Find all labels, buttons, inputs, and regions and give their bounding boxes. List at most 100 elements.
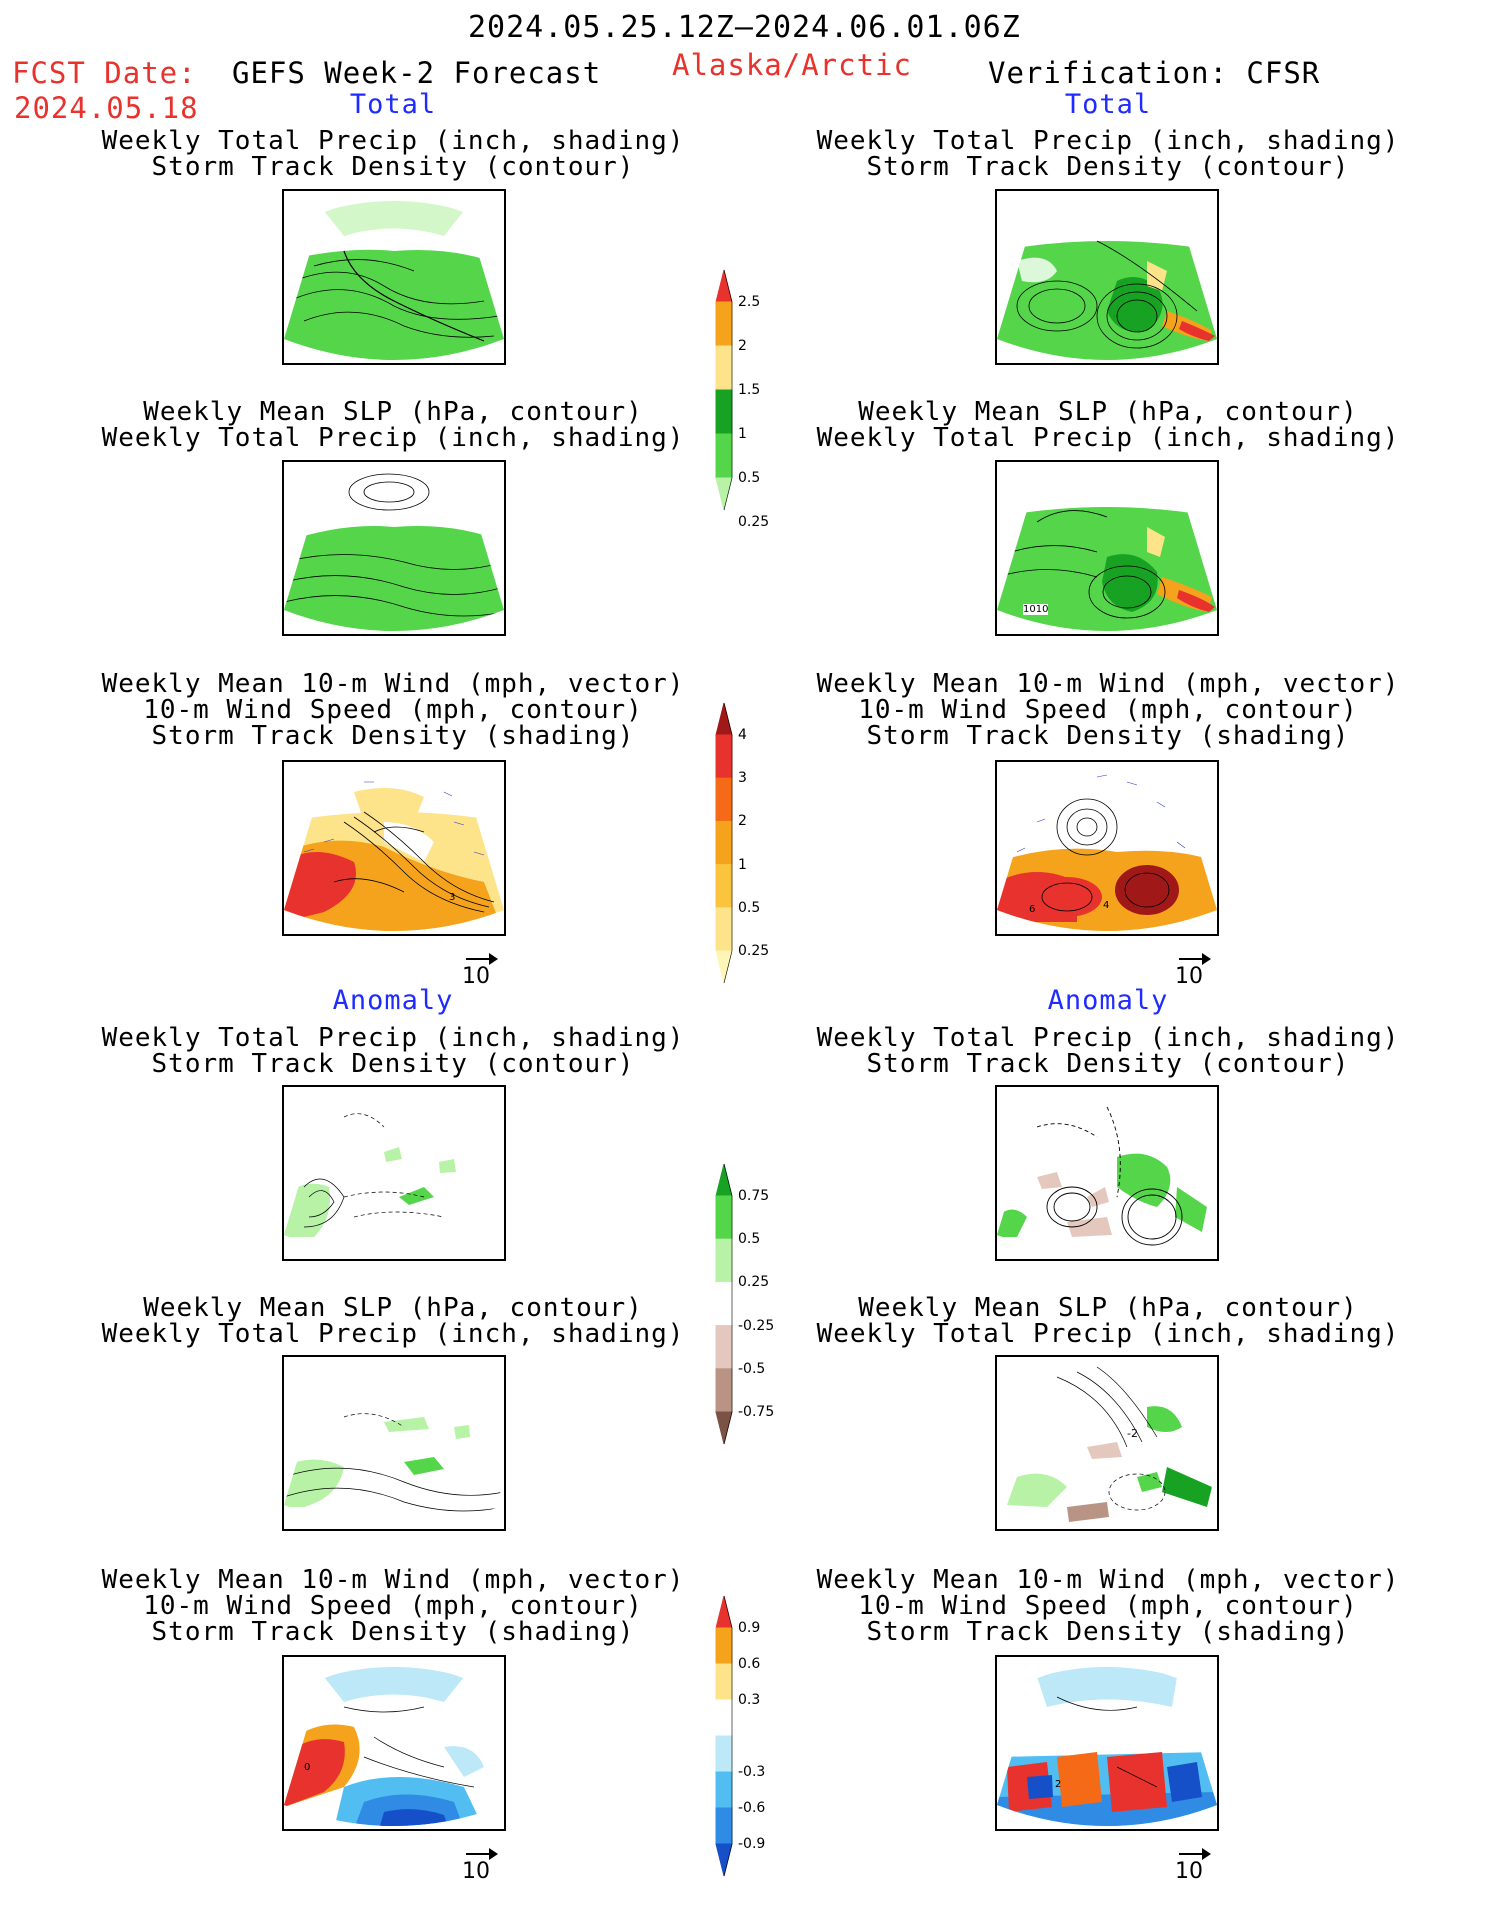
wind-contour-label: 3	[449, 892, 456, 903]
colorbar-label: 0.6	[738, 1656, 761, 1672]
period-title: 2024.05.25.12Z–2024.06.01.06Z	[468, 10, 1021, 45]
map-anomaly-precip-track-forecast	[282, 1085, 506, 1261]
arrow-icon	[1179, 1848, 1211, 1860]
colorbar-swatch	[715, 1368, 733, 1413]
colorbar-swatch	[715, 820, 733, 866]
vector-reference: 10	[462, 953, 498, 989]
panel-title: Weekly Total Precip (inch, shading) Storm…	[816, 1023, 1400, 1079]
colorbar-swatch	[715, 1195, 733, 1240]
section-total-right: Total	[1064, 89, 1152, 120]
colorbar-graphic	[715, 1595, 733, 1877]
colorbar-graphic	[715, 269, 733, 511]
fcst-date-label: FCST Date:	[12, 56, 197, 90]
colorbar-label: 0.25	[738, 1274, 770, 1291]
panel-title: Weekly Mean 10-m Wind (mph, vector) 10-m …	[816, 1565, 1400, 1647]
map-anomaly-slp-precip-verification: -2	[995, 1355, 1219, 1531]
vector-reference: 10	[1175, 953, 1211, 989]
section-anomaly-left: Anomaly	[332, 985, 454, 1016]
colorbar-swatch	[715, 1281, 733, 1327]
colorbar-swatch	[715, 1771, 733, 1809]
colorbar-swatch	[715, 950, 733, 984]
colorbar-swatch	[715, 1663, 733, 1701]
map-anomaly-wind-track-forecast: 0	[282, 1655, 506, 1831]
map-wind-track-forecast: 3	[282, 760, 506, 936]
colorbar-swatch	[715, 1627, 733, 1665]
colorbar-swatch	[715, 1735, 733, 1773]
map-wind-track-verification: 4 6	[995, 760, 1219, 936]
map-anomaly-slp-precip-forecast	[282, 1355, 506, 1531]
colorbar-label: 2.5	[738, 294, 761, 310]
colorbar-label: 2	[738, 338, 747, 354]
verification-title: Verification: CFSR	[988, 56, 1321, 90]
colorbar-swatch	[715, 1807, 733, 1845]
panel-title: Weekly Mean SLP (hPa, contour) Weekly Tot…	[101, 397, 685, 453]
colorbar-swatch	[715, 1595, 733, 1629]
colorbar-label: 1	[738, 856, 747, 873]
colorbar-label: 0.5	[738, 470, 761, 486]
map-total-precip-track-verification	[995, 189, 1219, 365]
map-total-precip-track-forecast	[282, 189, 506, 365]
map-slp-precip-forecast	[282, 460, 506, 636]
wind-contour-label: 2	[1055, 1779, 1062, 1790]
colorbar-label: 1	[738, 426, 747, 442]
colorbar-label: 0.5	[738, 899, 761, 916]
map-anomaly-wind-track-verification: 2	[995, 1655, 1219, 1831]
colorbar-swatch	[715, 1699, 733, 1737]
arrow-icon	[466, 953, 498, 965]
colorbar-label: -0.5	[738, 1360, 766, 1377]
wind-contour-label: 0	[304, 1762, 311, 1773]
slp-contour-label: -2	[1127, 1427, 1138, 1440]
colorbar-label: 0.25	[738, 943, 770, 959]
colorbar-label: 0.5	[738, 1231, 761, 1248]
panel-title: Weekly Total Precip (inch, shading) Storm…	[816, 126, 1400, 182]
colorbar-label: -0.6	[738, 1800, 766, 1816]
colorbar-swatch	[715, 734, 733, 779]
colorbar-swatch	[715, 777, 733, 822]
colorbar-swatch	[715, 702, 733, 736]
colorbar-label: 0.9	[738, 1620, 761, 1636]
vector-reference: 10	[462, 1848, 498, 1884]
colorbar-label: 4	[738, 727, 747, 743]
fcst-date-value: 2024.05.18	[14, 91, 199, 125]
colorbar-graphic	[715, 1163, 733, 1445]
colorbar-swatch	[715, 345, 733, 391]
slp-contour-label: 1010	[1023, 604, 1049, 615]
colorbar-label: 0.25	[738, 514, 770, 530]
colorbar-swatch	[715, 1238, 733, 1283]
panel-title: Weekly Mean 10-m Wind (mph, vector) 10-m …	[101, 669, 685, 751]
colorbar-label: 1.5	[738, 382, 761, 398]
panel-title: Weekly Mean 10-m Wind (mph, vector) 10-m …	[816, 669, 1400, 751]
region-title: Alaska/Arctic	[672, 48, 912, 82]
colorbar-label: 0.3	[738, 1692, 761, 1708]
wind-contour-label: 6	[1029, 904, 1036, 915]
colorbar-swatch	[715, 907, 733, 952]
panel-title: Weekly Mean SLP (hPa, contour) Weekly Tot…	[101, 1293, 685, 1349]
colorbar-swatch	[715, 269, 733, 303]
panel-title: Weekly Mean SLP (hPa, contour) Weekly Tot…	[816, 397, 1400, 453]
map-anomaly-precip-track-verification	[995, 1085, 1219, 1261]
panel-title: Weekly Total Precip (inch, shading) Storm…	[101, 126, 685, 182]
colorbar-swatch	[715, 1325, 733, 1370]
colorbar-swatch	[715, 433, 733, 479]
colorbar-label: -0.3	[738, 1764, 766, 1780]
panel-title: Weekly Mean 10-m Wind (mph, vector) 10-m …	[101, 1565, 685, 1647]
section-anomaly-right: Anomaly	[1047, 985, 1169, 1016]
wind-contour-label: 4	[1103, 900, 1110, 911]
colorbar-graphic	[715, 702, 733, 984]
colorbar-swatch	[715, 1163, 733, 1197]
colorbar-swatch	[715, 1411, 733, 1445]
colorbar-swatch	[715, 389, 733, 435]
colorbar-label: -0.75	[738, 1404, 775, 1420]
panel-title: Weekly Mean SLP (hPa, contour) Weekly Tot…	[816, 1293, 1400, 1349]
section-total-left: Total	[349, 89, 437, 120]
panel-title: Weekly Total Precip (inch, shading) Storm…	[101, 1023, 685, 1079]
arrow-icon	[1179, 953, 1211, 965]
map-slp-precip-verification: 1010	[995, 460, 1219, 636]
colorbar-label: -0.9	[738, 1836, 766, 1852]
vector-reference: 10	[1175, 1848, 1211, 1884]
colorbar-label: 2	[738, 813, 747, 830]
colorbar-swatch	[715, 477, 733, 511]
colorbar-label: 3	[738, 770, 747, 787]
colorbar-swatch	[715, 1843, 733, 1877]
colorbar-label: -0.25	[738, 1317, 775, 1334]
